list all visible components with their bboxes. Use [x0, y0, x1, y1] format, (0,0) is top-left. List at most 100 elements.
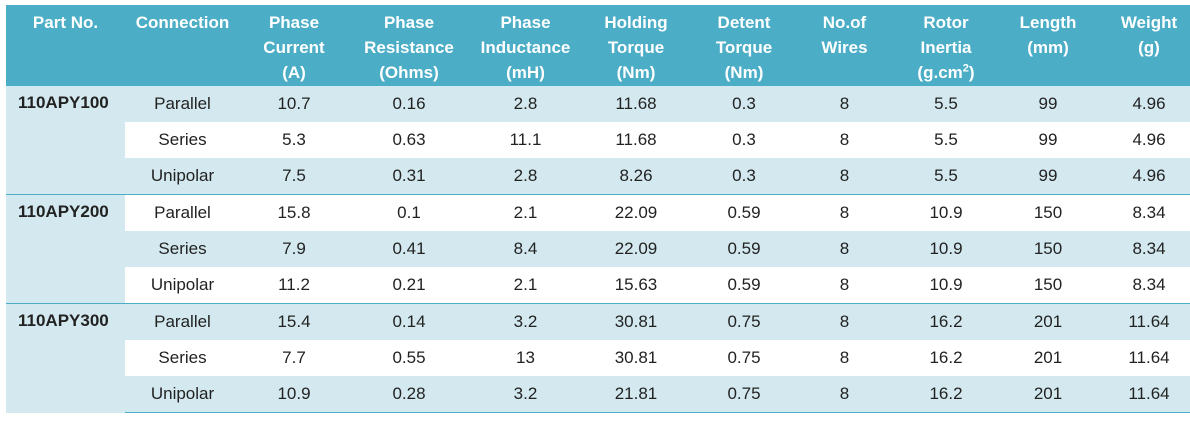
- cell-phase-resistance: 0.28: [348, 376, 470, 413]
- cell-connection: Series: [125, 122, 240, 158]
- cell-no-of-wires: 8: [797, 303, 892, 340]
- cell-rotor-inertia: 16.2: [892, 303, 1000, 340]
- cell-no-of-wires: 8: [797, 231, 892, 267]
- table-row: Series 5.3 0.63 11.1 11.68 0.3 8 5.5 99 4.96: [6, 122, 1190, 158]
- cell-connection: Parallel: [125, 194, 240, 231]
- cell-no-of-wires: 8: [797, 376, 892, 413]
- cell-no-of-wires: 8: [797, 122, 892, 158]
- cell-phase-current: 7.9: [240, 231, 348, 267]
- cell-length: 150: [1000, 231, 1096, 267]
- cell-rotor-inertia: 10.9: [892, 231, 1000, 267]
- cell-phase-resistance: 0.16: [348, 85, 470, 122]
- cell-weight: 11.64: [1096, 376, 1190, 413]
- cell-weight: 4.96: [1096, 122, 1190, 158]
- cell-connection: Unipolar: [125, 267, 240, 304]
- cell-part-no: 110APY300: [6, 303, 125, 413]
- cell-phase-resistance: 0.21: [348, 267, 470, 304]
- cell-connection: Parallel: [125, 303, 240, 340]
- cell-phase-inductance: 2.1: [470, 267, 581, 304]
- header-weight: Weight (g): [1096, 5, 1190, 86]
- cell-weight: 8.34: [1096, 267, 1190, 304]
- cell-phase-resistance: 0.63: [348, 122, 470, 158]
- cell-rotor-inertia: 16.2: [892, 340, 1000, 376]
- header-detent-torque: Detent Torque (Nm): [691, 5, 797, 86]
- cell-phase-resistance: 0.41: [348, 231, 470, 267]
- cell-part-no: 110APY100: [6, 85, 125, 195]
- cell-length: 201: [1000, 340, 1096, 376]
- cell-no-of-wires: 8: [797, 267, 892, 304]
- cell-detent-torque: 0.75: [691, 303, 797, 340]
- cell-phase-current: 5.3: [240, 122, 348, 158]
- cell-detent-torque: 0.3: [691, 122, 797, 158]
- header-no-of-wires: No.of Wires: [797, 5, 892, 86]
- cell-phase-inductance: 2.8: [470, 158, 581, 195]
- table-row: Unipolar 7.5 0.31 2.8 8.26 0.3 8 5.5 99 4.96: [6, 158, 1190, 195]
- cell-no-of-wires: 8: [797, 340, 892, 376]
- cell-rotor-inertia: 5.5: [892, 85, 1000, 122]
- cell-length: 99: [1000, 85, 1096, 122]
- table-row: Unipolar 11.2 0.21 2.1 15.63 0.59 8 10.9 150 8.34: [6, 267, 1190, 304]
- cell-length: 150: [1000, 267, 1096, 304]
- table-body: 110APY100 Parallel 10.7 0.16 2.8 11.68 0.3 8 5.5…: [6, 85, 1190, 413]
- cell-phase-current: 10.7: [240, 85, 348, 122]
- cell-no-of-wires: 8: [797, 194, 892, 231]
- cell-connection: Parallel: [125, 85, 240, 122]
- motor-spec-table: Part No. Connection Phase Current (A) Phas…: [6, 5, 1190, 413]
- cell-rotor-inertia: 5.5: [892, 122, 1000, 158]
- table-row: Series 7.7 0.55 13 30.81 0.75 8 16.2 201 11.64: [6, 340, 1190, 376]
- cell-weight: 4.96: [1096, 85, 1190, 122]
- cell-rotor-inertia: 5.5: [892, 158, 1000, 195]
- header-row: Part No. Connection Phase Current (A) Phas…: [6, 5, 1190, 86]
- cell-no-of-wires: 8: [797, 158, 892, 195]
- cell-connection: Unipolar: [125, 158, 240, 195]
- cell-connection: Series: [125, 340, 240, 376]
- header-phase-resistance: Phase Resistance (Ohms): [348, 5, 470, 86]
- cell-holding-torque: 8.26: [581, 158, 691, 195]
- cell-detent-torque: 0.75: [691, 340, 797, 376]
- cell-holding-torque: 22.09: [581, 231, 691, 267]
- cell-length: 99: [1000, 158, 1096, 195]
- cell-weight: 11.64: [1096, 303, 1190, 340]
- table-row: 110APY100 Parallel 10.7 0.16 2.8 11.68 0.3 8 5.5…: [6, 85, 1190, 195]
- cell-weight: 11.64: [1096, 340, 1190, 376]
- header-part-no: Part No.: [6, 5, 125, 86]
- cell-length: 99: [1000, 122, 1096, 158]
- cell-detent-torque: 0.59: [691, 194, 797, 231]
- cell-phase-inductance: 3.2: [470, 376, 581, 413]
- table-row: Series 7.9 0.41 8.4 22.09 0.59 8 10.9 150 8.34: [6, 231, 1190, 267]
- cell-holding-torque: 21.81: [581, 376, 691, 413]
- cell-weight: 4.96: [1096, 158, 1190, 195]
- header-rotor-inertia: Rotor Inertia (g.cm2): [892, 5, 1000, 86]
- cell-detent-torque: 0.75: [691, 376, 797, 413]
- cell-holding-torque: 15.63: [581, 267, 691, 304]
- cell-weight: 8.34: [1096, 231, 1190, 267]
- cell-phase-inductance: 8.4: [470, 231, 581, 267]
- cell-phase-current: 15.4: [240, 303, 348, 340]
- cell-connection: Series: [125, 231, 240, 267]
- cell-connection: Unipolar: [125, 376, 240, 413]
- cell-part-no: 110APY200: [6, 194, 125, 304]
- cell-rotor-inertia: 16.2: [892, 376, 1000, 413]
- cell-detent-torque: 0.3: [691, 85, 797, 122]
- cell-rotor-inertia: 10.9: [892, 267, 1000, 304]
- header-phase-inductance: Phase Inductance (mH): [470, 5, 581, 86]
- cell-phase-resistance: 0.14: [348, 303, 470, 340]
- cell-phase-inductance: 2.8: [470, 85, 581, 122]
- cell-rotor-inertia: 10.9: [892, 194, 1000, 231]
- cell-phase-inductance: 11.1: [470, 122, 581, 158]
- header-holding-torque: Holding Torque (Nm): [581, 5, 691, 86]
- cell-phase-inductance: 2.1: [470, 194, 581, 231]
- cell-phase-resistance: 0.31: [348, 158, 470, 195]
- cell-length: 150: [1000, 194, 1096, 231]
- cell-phase-inductance: 3.2: [470, 303, 581, 340]
- cell-phase-resistance: 0.1: [348, 194, 470, 231]
- cell-detent-torque: 0.3: [691, 158, 797, 195]
- cell-phase-current: 10.9: [240, 376, 348, 413]
- cell-holding-torque: 11.68: [581, 85, 691, 122]
- cell-holding-torque: 11.68: [581, 122, 691, 158]
- cell-holding-torque: 30.81: [581, 340, 691, 376]
- header-length: Length (mm): [1000, 5, 1096, 86]
- cell-phase-resistance: 0.55: [348, 340, 470, 376]
- cell-holding-torque: 22.09: [581, 194, 691, 231]
- cell-length: 201: [1000, 376, 1096, 413]
